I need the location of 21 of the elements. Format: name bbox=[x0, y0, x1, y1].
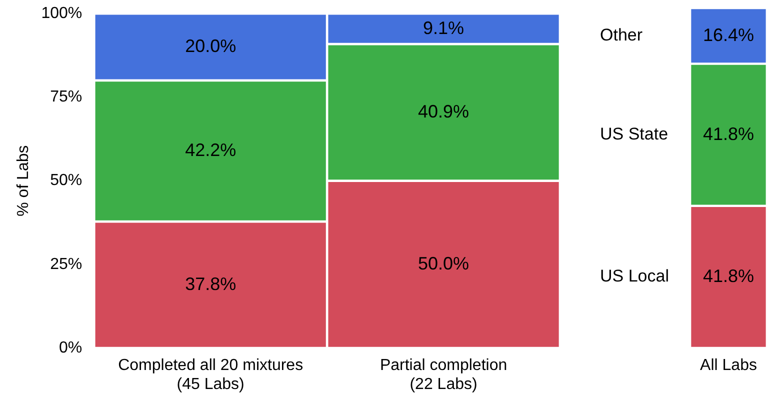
data-label: 50.0% bbox=[418, 253, 470, 274]
y-tick-label: 0% bbox=[58, 339, 82, 356]
data-label: 37.8% bbox=[185, 274, 236, 294]
y-axis-title: % of Labs bbox=[15, 145, 32, 216]
data-label: 40.9% bbox=[418, 101, 470, 122]
data-label: 20.0% bbox=[185, 36, 236, 56]
x-tick-label: All Labs bbox=[700, 357, 757, 374]
x-tick-label: Completed all 20 mixtures (45 Labs) bbox=[118, 357, 304, 394]
data-label: 41.8% bbox=[702, 266, 754, 286]
y-tick-label: 100% bbox=[41, 5, 82, 22]
text: Other bbox=[600, 26, 643, 45]
series-label: US State bbox=[600, 124, 668, 144]
data-label: 42.2% bbox=[185, 140, 236, 160]
y-tick-label: 50% bbox=[50, 172, 82, 190]
y-tick-label: 25% bbox=[50, 256, 82, 273]
y-tick-label: 75% bbox=[50, 88, 82, 106]
series-label: US Local bbox=[600, 266, 669, 286]
x-tick-label: Partial completion (22 Labs) bbox=[380, 357, 508, 394]
data-label: 16.4% bbox=[702, 24, 754, 45]
data-label: 41.8% bbox=[702, 124, 754, 144]
data-label: 9.1% bbox=[423, 18, 464, 38]
